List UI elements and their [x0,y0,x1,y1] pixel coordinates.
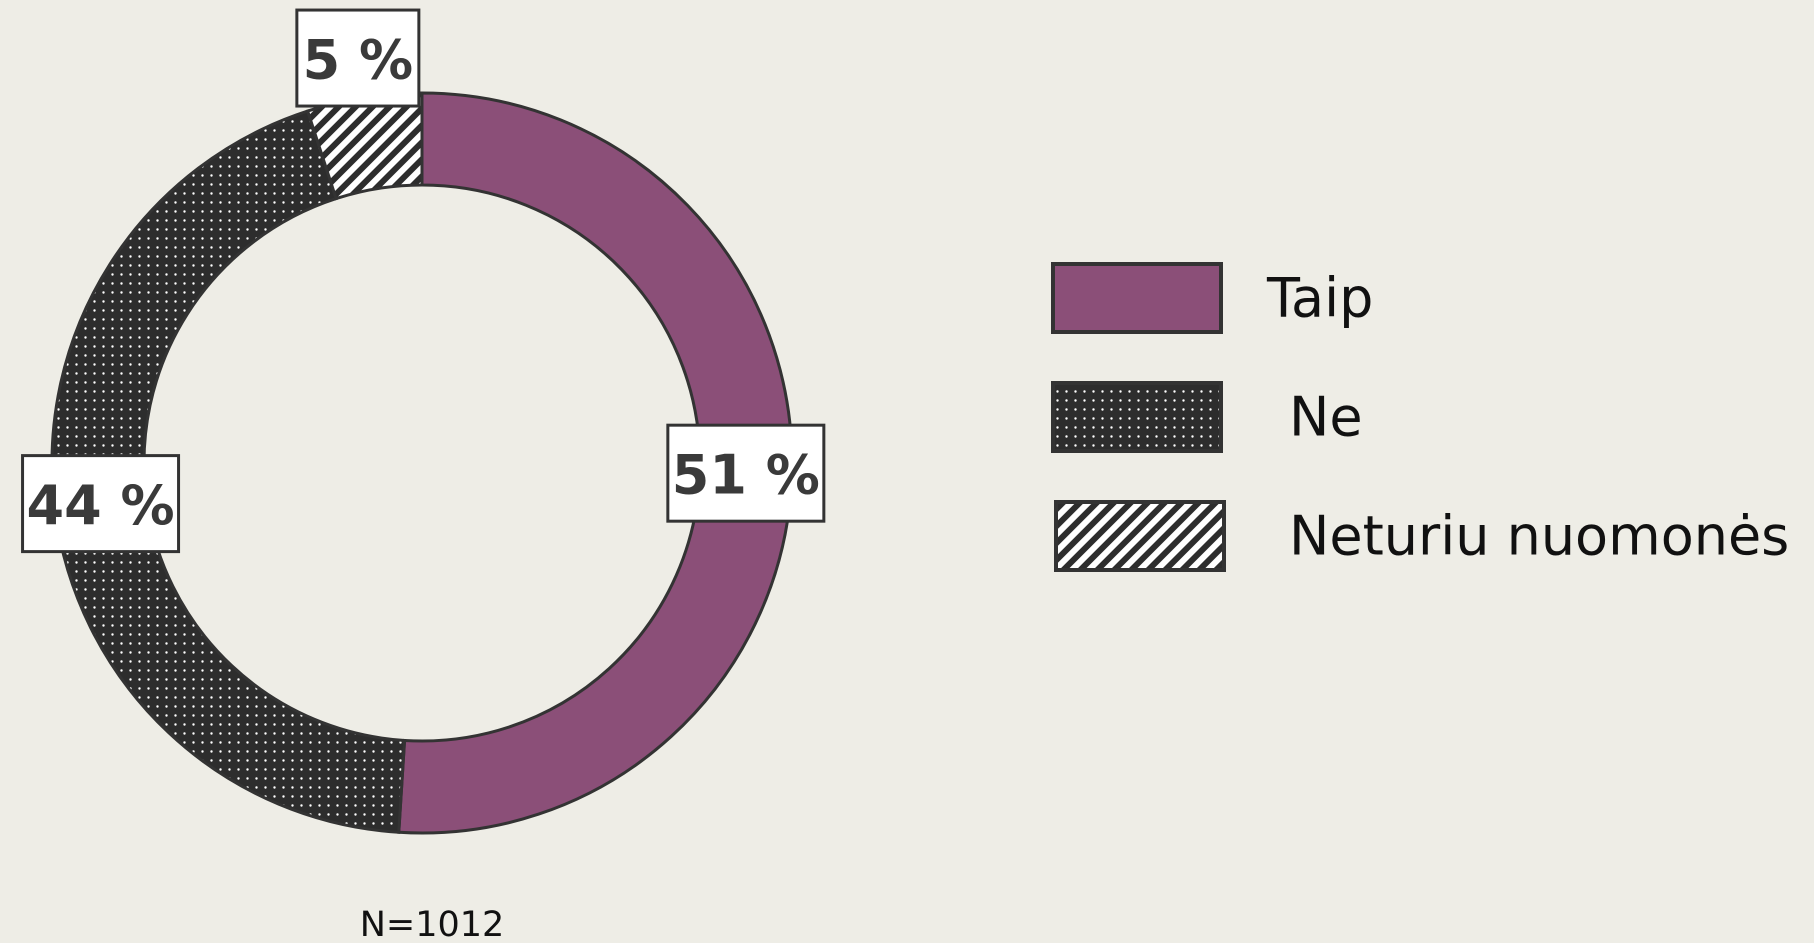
legend-swatch [1051,381,1223,453]
legend-label: Neturiu nuomonės [1289,505,1789,568]
slice [397,91,794,835]
label-box [666,423,826,523]
value-label: 51 % [672,444,820,507]
legend: Taip Ne Neturiu nuomonės [1051,262,1789,572]
label-box [21,454,181,554]
sample-note: N=1012 [360,905,505,943]
legend-label: Ne [1289,386,1363,449]
legend-swatch [1051,262,1223,334]
value-label: 44 % [27,474,175,537]
value-labels: 51 % 44 % 5 % [21,8,826,554]
legend-label: Taip [1266,267,1373,330]
label-box [295,8,421,108]
slice [50,109,407,834]
legend-swatch [1054,500,1226,572]
donut [50,91,794,835]
value-label: 5 % [303,29,413,92]
